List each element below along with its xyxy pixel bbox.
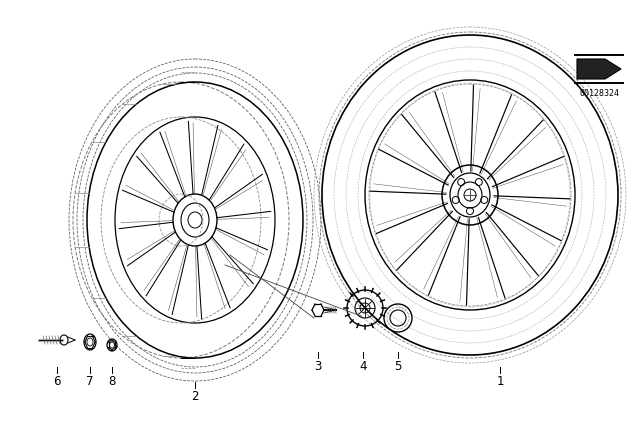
- Text: 4: 4: [359, 360, 367, 373]
- Polygon shape: [577, 59, 621, 79]
- Text: 3: 3: [314, 360, 322, 373]
- Text: 5: 5: [394, 360, 402, 373]
- Text: 1: 1: [496, 375, 504, 388]
- Text: 6: 6: [53, 375, 61, 388]
- Text: 8: 8: [108, 375, 116, 388]
- Text: 7: 7: [86, 375, 93, 388]
- Text: 2: 2: [191, 390, 199, 403]
- Text: 00128324: 00128324: [579, 89, 619, 98]
